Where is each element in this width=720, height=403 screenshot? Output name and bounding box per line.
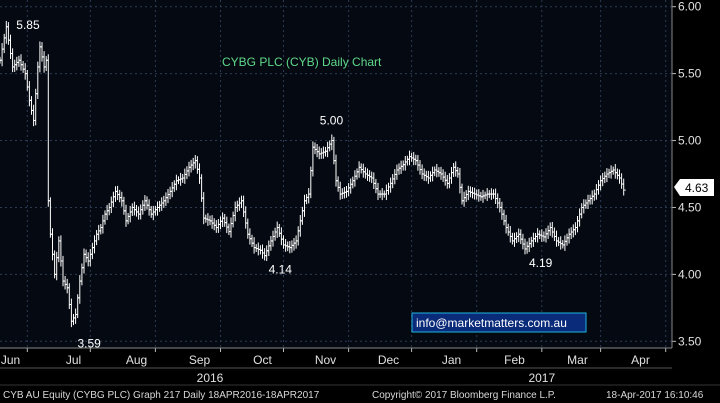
y-tick-label: 4.50 (678, 200, 702, 214)
annotation-label: 5.85 (16, 18, 40, 32)
x-axis: Jun Jul Aug Sep Oct Nov Dec Jan Feb Mar Apr 2016 201… (0, 347, 672, 385)
x-tick-label: Jan (442, 353, 461, 367)
grid (0, 6, 672, 342)
annotation-label: 5.00 (320, 114, 344, 128)
x-tick-label: Oct (253, 353, 272, 367)
x-separators (26, 0, 667, 348)
annotation-label: 3.59 (78, 336, 102, 350)
footer-bar (0, 385, 720, 403)
price-bars (0, 20, 626, 328)
footer-left: CYB AU Equity (CYBG PLC) Graph 217 Daily… (3, 390, 320, 401)
footer-center: Copyright© 2017 Bloomberg Finance L.P. (372, 390, 556, 401)
x-tick-label: Jun (1, 353, 20, 367)
y-tick-label: 5.00 (678, 134, 702, 148)
x-tick-label: Feb (504, 353, 525, 367)
x-tick-label: Nov (315, 353, 336, 367)
x-tick-label: Sep (189, 353, 211, 367)
footer-right: 18-Apr-2017 16:10:46 (606, 390, 704, 401)
annotation-label: 4.19 (529, 256, 553, 270)
last-value-tag: 4.63 (674, 179, 714, 196)
watermark-text: info@marketmatters.com.au (416, 316, 567, 330)
y-tick-label: 4.00 (678, 267, 702, 281)
annotations: 5.85 3.59 5.00 4.14 4.19 (16, 18, 552, 350)
x-tick-label: Jul (66, 353, 81, 367)
x-year-label: 2017 (528, 371, 555, 385)
y-tick-label: 3.50 (678, 334, 702, 348)
x-tick-label: Apr (631, 353, 650, 367)
x-tick-label: Dec (378, 353, 399, 367)
last-value-label: 4.63 (685, 181, 709, 195)
x-tick-label: Mar (567, 353, 588, 367)
y-tick-label: 5.50 (678, 67, 702, 81)
annotation-label: 4.14 (269, 263, 293, 277)
chart-title: CYBG PLC (CYB) Daily Chart (222, 55, 382, 69)
y-tick-label: 6.00 (678, 0, 702, 14)
watermark-box (411, 312, 587, 333)
y-axis: 6.00 5.50 5.00 4.50 4.00 3.50 (671, 0, 702, 348)
x-tick-label: Aug (126, 353, 147, 367)
x-year-label: 2016 (197, 371, 224, 385)
